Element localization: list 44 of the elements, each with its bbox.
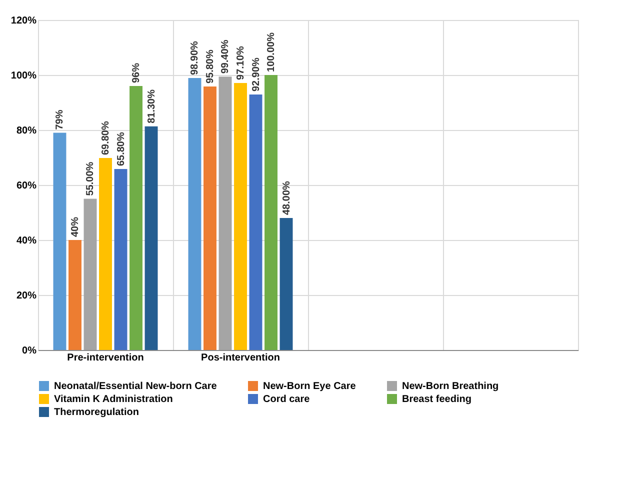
legend-label: New-Born Eye Care: [263, 381, 356, 392]
bar: [249, 94, 262, 350]
data-label: 40%: [70, 216, 81, 237]
bar: [218, 76, 232, 350]
data-label: 79%: [54, 110, 66, 130]
data-label: 100.00%: [266, 32, 278, 72]
y-tick-label: 80%: [16, 126, 37, 136]
legend-label: Vitamin K Administration: [54, 394, 173, 405]
data-label: 97.10%: [236, 46, 246, 80]
data-label: 98.90%: [190, 41, 201, 76]
bar: [130, 86, 142, 350]
bar: [234, 82, 247, 350]
data-label: 96%: [131, 62, 142, 83]
data-label: 55.00%: [85, 162, 96, 196]
bar: [264, 75, 278, 350]
bar: [99, 158, 112, 350]
y-tick-label: 0%: [22, 346, 37, 356]
y-tick-label: 100%: [10, 70, 37, 82]
x-tick-label: Pos-intervention: [201, 352, 280, 364]
data-label: 99.40%: [220, 40, 232, 74]
legend-label: Breast feeding: [402, 394, 472, 405]
bar: [204, 86, 216, 350]
bar: [53, 132, 66, 350]
bar: [114, 169, 128, 350]
data-label: 81.30%: [146, 89, 158, 124]
x-tick-label: Pre-intervention: [67, 352, 144, 364]
bar: [144, 126, 158, 350]
bar: [84, 198, 97, 350]
bar: [280, 218, 293, 350]
bar: [68, 240, 82, 350]
legend-label: Cord care: [263, 394, 310, 405]
y-tick-label: 40%: [16, 236, 37, 246]
bar: [188, 78, 202, 350]
y-tick-label: 60%: [16, 180, 37, 192]
data-label: 48.00%: [281, 180, 292, 215]
legend-label: New-Born Breathing: [402, 381, 499, 392]
data-label: 92.90%: [250, 58, 262, 92]
y-tick-label: 120%: [10, 16, 37, 26]
data-label: 65.80%: [116, 132, 127, 166]
data-label: 69.80%: [100, 121, 112, 156]
data-label: 95.80%: [204, 50, 216, 84]
legend-label: Neonatal/Essential New-born Care: [54, 381, 218, 392]
y-tick-label: 20%: [16, 290, 37, 302]
legend-label: Thermoregulation: [54, 407, 140, 418]
